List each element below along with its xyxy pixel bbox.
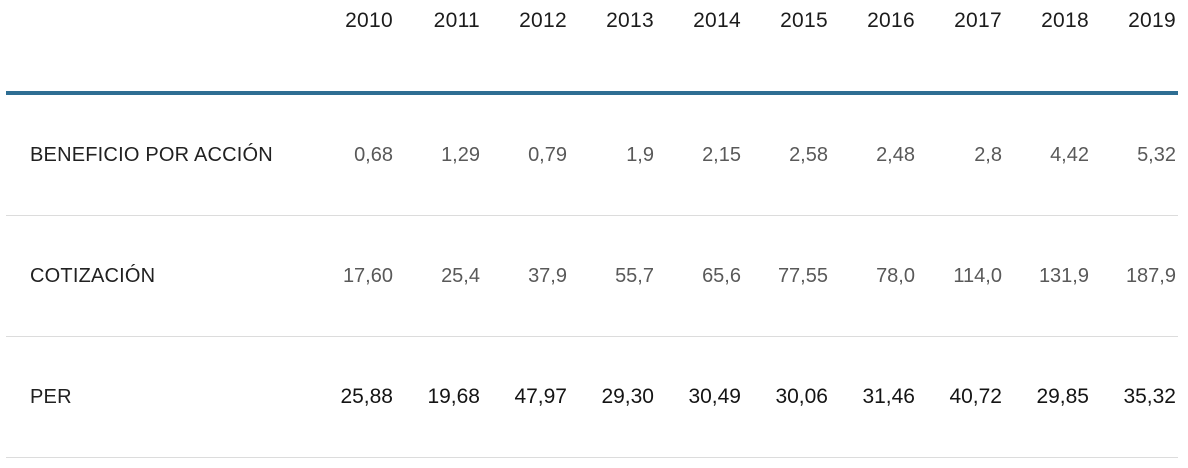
year-header-2017: 2017 [917, 0, 1004, 95]
year-header-2010: 2010 [308, 0, 395, 95]
cell-value: 30,06 [743, 336, 830, 458]
year-header-2013: 2013 [569, 0, 656, 95]
financial-metrics-table: 2010 2011 2012 2013 2014 2015 2016 2017 … [6, 0, 1178, 458]
cell-value: 31,46 [830, 336, 917, 458]
table-row-cotizacion: COTIZACIÓN 17,60 25,4 37,9 55,7 65,6 77,… [6, 215, 1178, 337]
year-header-2014: 2014 [656, 0, 743, 95]
financial-metrics-table-wrap: 2010 2011 2012 2013 2014 2015 2016 2017 … [6, 0, 1178, 458]
year-header-2011: 2011 [395, 0, 482, 95]
year-header-2016: 2016 [830, 0, 917, 95]
cell-value: 2,15 [656, 93, 743, 216]
cell-value: 25,88 [308, 336, 395, 458]
cell-value: 1,9 [569, 93, 656, 216]
cell-value: 77,55 [743, 215, 830, 337]
cell-value: 19,68 [395, 336, 482, 458]
cell-value: 35,32 [1091, 336, 1178, 458]
cell-value: 0,68 [308, 93, 395, 216]
year-header-2015: 2015 [743, 0, 830, 95]
table-header-row: 2010 2011 2012 2013 2014 2015 2016 2017 … [6, 0, 1178, 95]
cell-value: 65,6 [656, 215, 743, 337]
cell-value: 55,7 [569, 215, 656, 337]
cell-value: 1,29 [395, 93, 482, 216]
row-label: PER [6, 336, 308, 458]
cell-value: 5,32 [1091, 93, 1178, 216]
cell-value: 25,4 [395, 215, 482, 337]
cell-value: 2,48 [830, 93, 917, 216]
table-row-beneficio-por-accion: BENEFICIO POR ACCIÓN 0,68 1,29 0,79 1,9 … [6, 93, 1178, 216]
year-header-2018: 2018 [1004, 0, 1091, 95]
row-label: COTIZACIÓN [6, 215, 308, 337]
cell-value: 187,9 [1091, 215, 1178, 337]
cell-value: 40,72 [917, 336, 1004, 458]
year-header-2012: 2012 [482, 0, 569, 95]
cell-value: 29,30 [569, 336, 656, 458]
cell-value: 78,0 [830, 215, 917, 337]
cell-value: 47,97 [482, 336, 569, 458]
cell-value: 114,0 [917, 215, 1004, 337]
row-label: BENEFICIO POR ACCIÓN [6, 93, 308, 216]
corner-cell [6, 0, 308, 95]
table-row-per: PER 25,88 19,68 47,97 29,30 30,49 30,06 … [6, 336, 1178, 458]
cell-value: 131,9 [1004, 215, 1091, 337]
cell-value: 0,79 [482, 93, 569, 216]
cell-value: 37,9 [482, 215, 569, 337]
cell-value: 2,58 [743, 93, 830, 216]
year-header-2019: 2019 [1091, 0, 1178, 95]
cell-value: 30,49 [656, 336, 743, 458]
cell-value: 2,8 [917, 93, 1004, 216]
cell-value: 17,60 [308, 215, 395, 337]
cell-value: 29,85 [1004, 336, 1091, 458]
cell-value: 4,42 [1004, 93, 1091, 216]
